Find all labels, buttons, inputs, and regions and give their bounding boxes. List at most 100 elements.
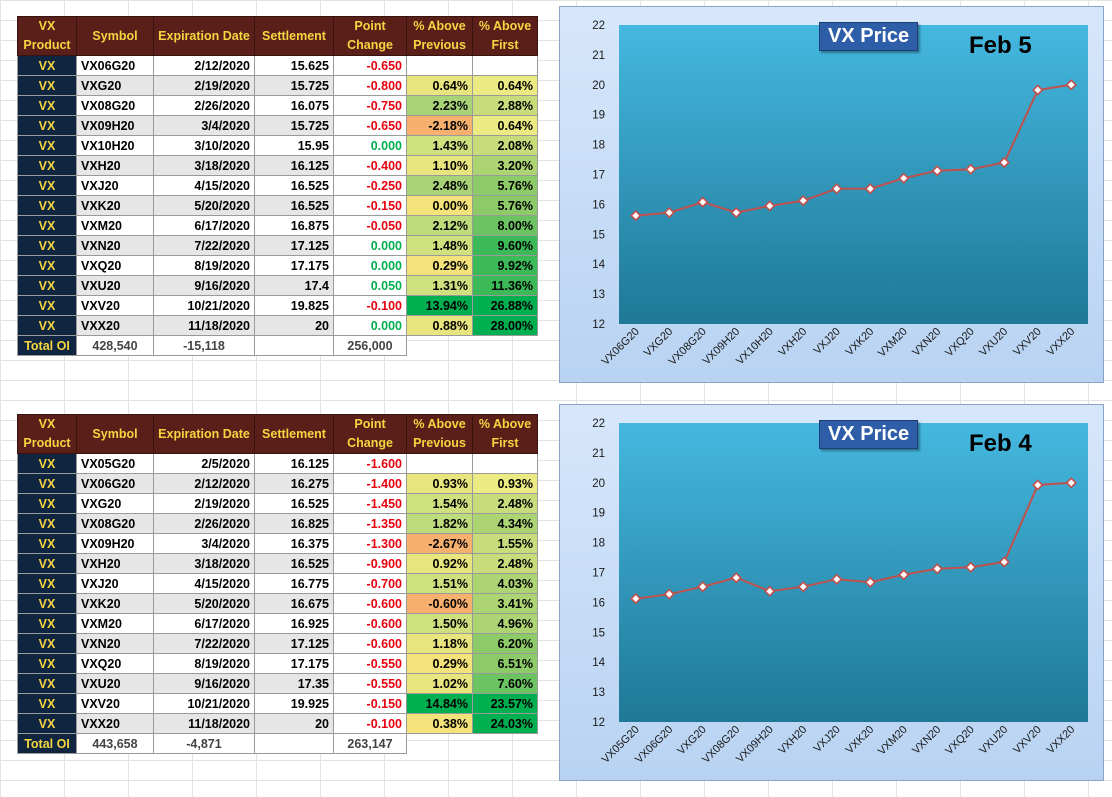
pct-above-previous-cell: -2.18% [406, 115, 473, 136]
data-point [797, 581, 809, 593]
y-tick-label: 21 [592, 50, 605, 62]
point-change-cell: -0.150 [333, 195, 407, 216]
column-header: % Above Previous [406, 16, 473, 56]
point-change-cell: 0.000 [333, 255, 407, 276]
pct-above-first-cell: 5.76% [472, 195, 538, 216]
product-cell: VX [17, 693, 77, 714]
data-point [931, 165, 943, 177]
symbol-cell: VXJ20 [76, 573, 154, 594]
symbol-cell: VXH20 [76, 155, 154, 176]
symbol-cell: VXH20 [76, 553, 154, 574]
expiration-cell: 7/22/2020 [153, 633, 255, 654]
x-tick-label: VXU20 [977, 326, 1010, 359]
expiration-cell: 7/22/2020 [153, 235, 255, 256]
pct-above-first-cell: 6.20% [472, 633, 538, 654]
pct-above-first-cell: 5.76% [472, 175, 538, 196]
product-cell: VX [17, 75, 77, 96]
point-change-cell: -0.600 [333, 633, 407, 654]
x-tick-label: VXM20 [876, 326, 910, 360]
pct-above-previous-cell: 0.93% [406, 473, 473, 494]
vx-price-chart-feb5: 12 13 14 15 16 17 18 19 20 21 22 VX06G20 VXG20 VX08G2… [559, 6, 1104, 383]
product-cell: VX [17, 295, 77, 316]
pct-above-previous-cell: 14.84% [406, 693, 473, 714]
x-tick-label: VXH20 [776, 326, 809, 359]
pct-above-previous-cell: 1.02% [406, 673, 473, 694]
data-point [697, 581, 709, 593]
symbol-cell: VXX20 [76, 713, 154, 734]
column-header: Settlement [254, 414, 334, 454]
point-change-cell: -1.300 [333, 533, 407, 554]
pct-above-previous-cell [406, 55, 473, 76]
pct-above-first-cell [472, 453, 538, 474]
data-point [998, 156, 1010, 169]
y-tick-label: 14 [592, 657, 605, 669]
pct-above-previous-cell: 0.29% [406, 255, 473, 276]
point-change-cell: -1.350 [333, 513, 407, 534]
symbol-cell: VXK20 [76, 593, 154, 614]
plot-area [619, 25, 1088, 324]
symbol-cell: VXM20 [76, 613, 154, 634]
table-row: VX VXX20 11/18/2020 20 -0.100 0.38% 24.03% [17, 713, 538, 734]
column-header: Symbol [76, 16, 154, 56]
table-row: VX VXJ20 4/15/2020 16.525 -0.250 2.48% 5.76% [17, 175, 538, 196]
pct-above-first-cell: 1.55% [472, 533, 538, 554]
column-header: % Above First [472, 16, 538, 56]
futures-table-1: VX Product Symbol Expiration Date Settlemen… [17, 16, 538, 356]
product-cell: VX [17, 315, 77, 336]
settlement-cell: 17.125 [254, 235, 334, 256]
pct-above-previous-cell: 1.31% [406, 275, 473, 296]
data-point [697, 196, 709, 208]
point-change-cell: 0.000 [333, 315, 407, 336]
x-tick-label: VXV20 [1011, 326, 1044, 359]
x-tick-label: VXQ20 [943, 724, 977, 758]
x-tick-label: VXN20 [910, 724, 943, 757]
point-change-cell: -0.650 [333, 115, 407, 136]
expiration-cell: 3/18/2020 [153, 553, 255, 574]
column-header: Expiration Date [153, 16, 255, 56]
data-point [663, 588, 675, 600]
pct-above-first-cell: 11.36% [472, 275, 538, 296]
pct-above-first-cell [472, 55, 538, 76]
pct-above-previous-cell: 2.48% [406, 175, 473, 196]
column-header: % Above First [472, 414, 538, 454]
data-point [730, 572, 742, 584]
expiration-cell: 4/15/2020 [153, 573, 255, 594]
pct-above-first-cell: 4.96% [472, 613, 538, 634]
column-header: Point Change [333, 16, 407, 56]
table-row: VX VXV20 10/21/2020 19.925 -0.150 14.84% 23.57… [17, 693, 538, 714]
point-change-cell: -1.450 [333, 493, 407, 514]
chart-date-label: Feb 5 [969, 32, 1032, 59]
total-row: Total OI 428,540 -15,118 256,000 [17, 335, 538, 356]
table-row: VX VXQ20 8/19/2020 17.175 0.000 0.29% 9.92% [17, 255, 538, 276]
pct-above-previous-cell: 1.51% [406, 573, 473, 594]
settlement-cell: 17.4 [254, 275, 334, 296]
expiration-cell: 8/19/2020 [153, 653, 255, 674]
expiration-cell: 6/17/2020 [153, 215, 255, 236]
plot-area [619, 423, 1088, 722]
data-point [1032, 479, 1044, 491]
column-header: Settlement [254, 16, 334, 56]
pct-above-first-cell: 0.64% [472, 115, 538, 136]
data-point [730, 206, 742, 219]
point-change-cell: -0.550 [333, 653, 407, 674]
pct-above-previous-cell: 2.23% [406, 95, 473, 116]
settlement-cell: 16.525 [254, 493, 334, 514]
table-row: VX VXM20 6/17/2020 16.925 -0.600 1.50% 4.96% [17, 613, 538, 634]
settlement-cell: 20 [254, 713, 334, 734]
symbol-cell: VX06G20 [76, 473, 154, 494]
symbol-cell: VX09H20 [76, 115, 154, 136]
product-cell: VX [17, 155, 77, 176]
data-point [764, 585, 776, 597]
x-tick-label: VXN20 [910, 326, 943, 359]
data-point [898, 172, 910, 184]
y-tick-label: 13 [592, 289, 605, 301]
pct-above-first-cell: 28.00% [472, 315, 538, 336]
table-row: VX VXK20 5/20/2020 16.675 -0.600 -0.60% 3.41% [17, 593, 538, 614]
data-point [864, 183, 876, 195]
y-tick-label: 20 [592, 478, 605, 490]
symbol-cell: VX09H20 [76, 533, 154, 554]
pct-above-first-cell: 0.64% [472, 75, 538, 96]
point-change-cell: 0.000 [333, 235, 407, 256]
vx-price-chart-feb4: 12 13 14 15 16 17 18 19 20 21 22 VX05G20 VX06G20 VXG2… [559, 404, 1104, 781]
settlement-cell: 16.125 [254, 155, 334, 176]
